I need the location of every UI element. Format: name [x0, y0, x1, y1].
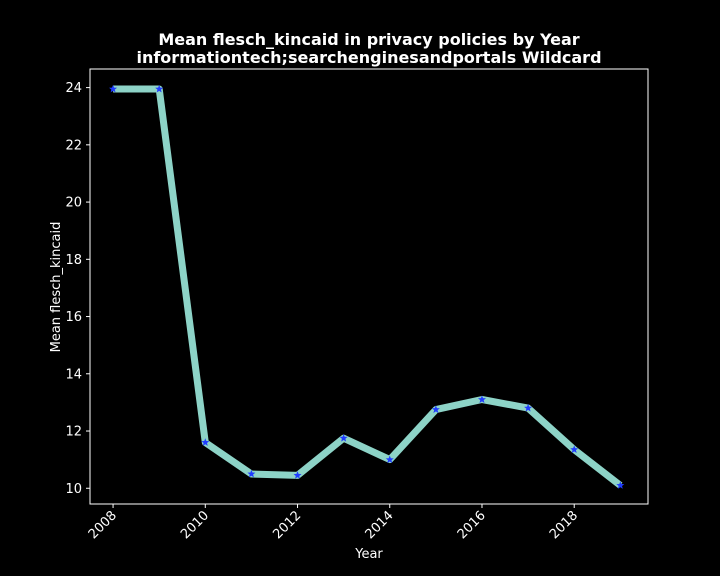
data-point-marker — [477, 395, 486, 403]
data-point-marker — [616, 481, 625, 489]
data-point-marker — [201, 438, 210, 446]
chart-title-line1: Mean flesch_kincaid in privacy policies … — [158, 30, 579, 49]
y-tick-label: 22 — [65, 138, 82, 153]
x-tick-label: 2016 — [455, 508, 489, 542]
ticks-layer: 10 12 14 16 18 20 22 24 2008 2010 2012 2014 2016 2018 — [65, 81, 581, 542]
x-tick-label: 2014 — [363, 508, 397, 542]
data-point-marker — [431, 405, 440, 413]
x-axis-label: Year — [354, 547, 383, 562]
data-point-marker — [247, 469, 256, 478]
data-point-marker — [155, 84, 164, 93]
y-tick-label: 20 — [65, 196, 82, 211]
y-axis-label: Mean flesch_kincaid — [49, 222, 64, 353]
data-point-marker — [339, 433, 348, 442]
y-tick-label: 14 — [65, 367, 82, 382]
y-tick-label: 16 — [65, 310, 82, 325]
data-point-marker — [293, 471, 302, 479]
x-tick-label: 2012 — [270, 508, 304, 542]
x-tick-label: 2008 — [86, 508, 120, 542]
y-tick-label: 12 — [65, 425, 82, 440]
x-tick-label: 2018 — [547, 508, 581, 542]
data-point-marker — [524, 403, 533, 412]
chart-title-line2: informationtech;searchenginesandportals … — [136, 48, 601, 67]
series-layer — [109, 84, 625, 489]
y-tick-label: 10 — [65, 482, 82, 497]
data-point-marker — [570, 445, 579, 454]
series-line — [113, 85, 623, 489]
y-tick-label: 18 — [65, 253, 82, 268]
plot-frame — [89, 68, 649, 505]
data-point-marker — [385, 455, 394, 464]
x-tick-label: 2010 — [178, 508, 212, 542]
data-point-marker — [109, 84, 118, 93]
y-tick-label: 24 — [65, 81, 82, 96]
